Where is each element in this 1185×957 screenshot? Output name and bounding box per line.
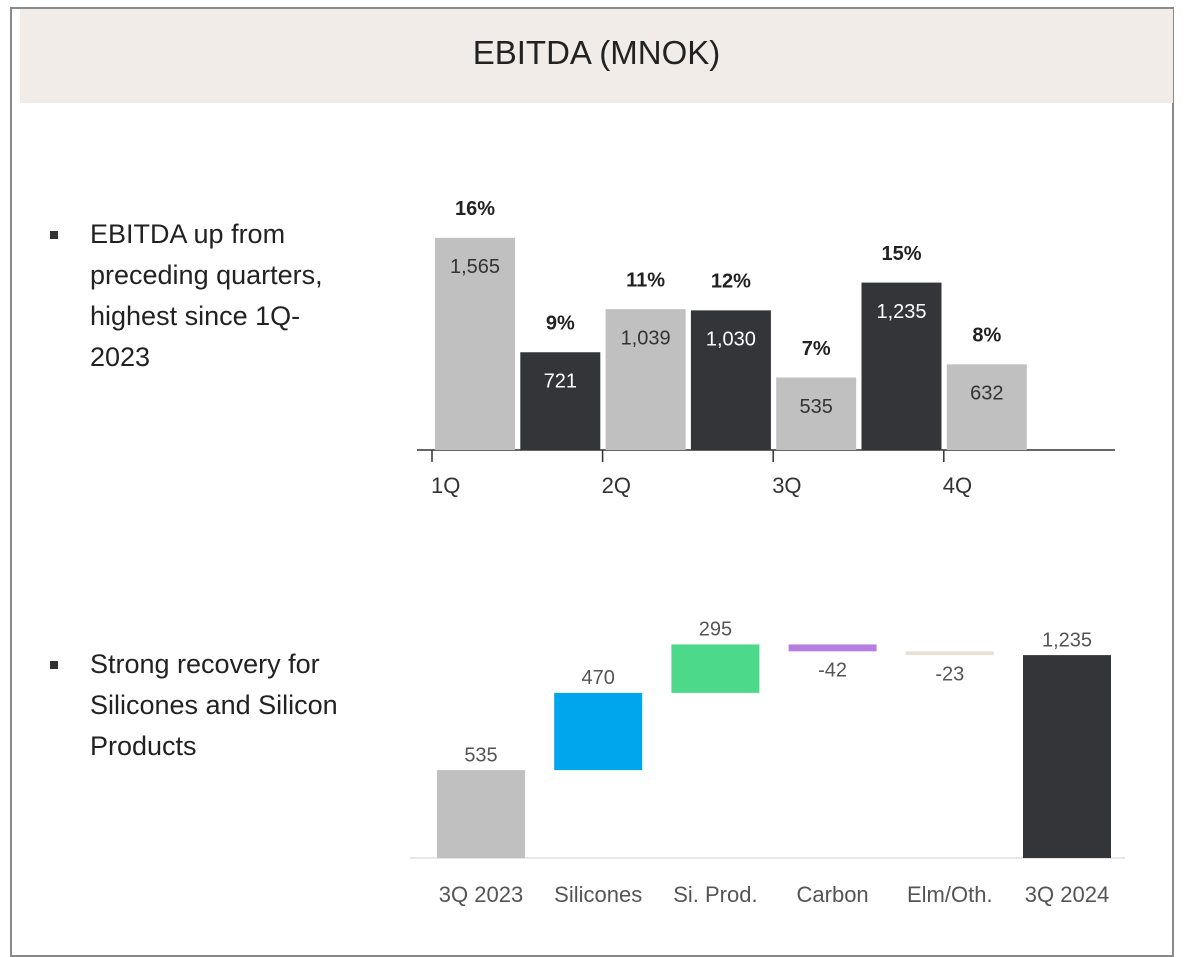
value-label: 535: [800, 396, 833, 418]
value-label: 1,235: [1042, 629, 1092, 651]
bar: [605, 309, 686, 450]
bar: [435, 237, 515, 450]
x-tick-label: Silicones: [554, 882, 642, 907]
x-tick-label: 3Q 2024: [1025, 882, 1109, 907]
value-label: 295: [699, 619, 732, 641]
bullet-marker: [50, 661, 58, 669]
x-tick-label: 4Q: [943, 473, 972, 498]
header-band: [20, 9, 1173, 103]
bar: [776, 377, 857, 450]
value-label: 1,030: [706, 329, 756, 351]
bullet-marker: [50, 231, 58, 239]
value-label: 721: [544, 371, 577, 393]
value-label: 1,235: [876, 301, 926, 323]
margin-label: 8%: [972, 325, 1001, 347]
x-tick-label: 3Q 2023: [439, 882, 523, 907]
x-tick-label: 2Q: [602, 473, 631, 498]
bar: [788, 644, 877, 652]
value-label: 1,565: [450, 256, 500, 278]
margin-label: 7%: [802, 338, 831, 360]
bar: [861, 282, 942, 450]
margin-label: 15%: [881, 243, 921, 265]
value-label: -23: [935, 663, 964, 685]
x-tick-label: Si. Prod.: [673, 882, 757, 907]
bullet-text: Strong recovery for Silicones and Silico…: [90, 649, 338, 761]
x-tick-label: 1Q: [431, 473, 460, 498]
x-tick-label: 3Q: [772, 473, 801, 498]
value-label: -42: [818, 660, 847, 682]
margin-label: 11%: [626, 269, 665, 291]
bar: [554, 692, 643, 771]
margin-label: 9%: [546, 313, 575, 335]
value-label: 632: [970, 383, 1003, 405]
value-label: 1,039: [621, 327, 671, 349]
bar: [905, 651, 994, 656]
margin-label: 12%: [711, 271, 751, 293]
margin-label: 16%: [455, 198, 495, 220]
x-tick-label: Carbon: [797, 882, 869, 907]
bar: [690, 310, 771, 450]
title: EBITDA (MNOK): [472, 34, 721, 71]
bar: [671, 644, 760, 693]
value-label: 535: [464, 744, 497, 766]
bullet-text: EBITDA up from preceding quarters, highe…: [90, 219, 323, 372]
bar: [1023, 655, 1111, 858]
bar: [437, 770, 525, 858]
bar: [946, 364, 1027, 450]
bar: [520, 352, 601, 450]
value-label: 470: [582, 667, 615, 689]
x-tick-label: Elm/Oth.: [907, 882, 993, 907]
